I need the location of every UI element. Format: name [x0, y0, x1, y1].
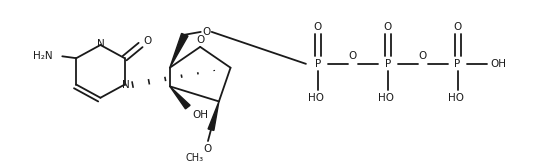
- Polygon shape: [170, 33, 188, 68]
- Text: P: P: [385, 59, 391, 69]
- Text: O: O: [203, 27, 211, 37]
- Polygon shape: [208, 101, 219, 130]
- Text: OH: OH: [193, 110, 209, 120]
- Text: H₂N: H₂N: [32, 51, 52, 61]
- Text: N: N: [122, 80, 129, 90]
- Text: OH: OH: [491, 59, 506, 69]
- Text: O: O: [196, 35, 204, 45]
- Text: CH₃: CH₃: [186, 153, 204, 163]
- Text: O: O: [419, 51, 427, 61]
- Text: HO: HO: [447, 93, 464, 103]
- Text: O: O: [314, 22, 322, 32]
- Text: N: N: [96, 39, 104, 49]
- Text: O: O: [453, 22, 461, 32]
- Text: P: P: [454, 59, 460, 69]
- Text: P: P: [315, 59, 321, 69]
- Text: HO: HO: [378, 93, 394, 103]
- Text: HO: HO: [308, 93, 324, 103]
- Text: O: O: [348, 51, 357, 61]
- Polygon shape: [170, 86, 190, 109]
- Text: O: O: [204, 144, 212, 154]
- Text: O: O: [384, 22, 392, 32]
- Text: O: O: [143, 36, 151, 46]
